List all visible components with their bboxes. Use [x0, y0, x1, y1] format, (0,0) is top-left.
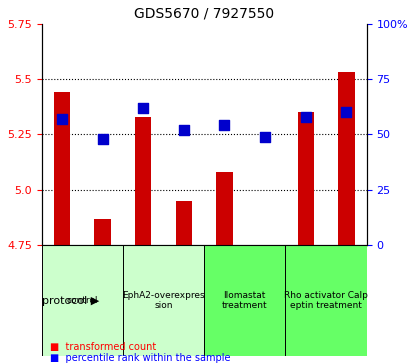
Bar	[135, 117, 151, 245]
Bar	[176, 201, 192, 245]
Point	[59, 116, 65, 122]
Bar	[338, 72, 354, 245]
Point	[221, 123, 228, 129]
Point	[99, 136, 106, 142]
FancyBboxPatch shape	[123, 245, 204, 356]
Point	[262, 134, 269, 139]
Text: Rho activator Calp
eptin treatment: Rho activator Calp eptin treatment	[284, 291, 368, 310]
Point	[303, 114, 309, 119]
Bar	[298, 112, 314, 245]
Bar	[94, 219, 111, 245]
Text: Ilomastat
treatment: Ilomastat treatment	[222, 291, 268, 310]
Point	[140, 105, 146, 111]
Title: GDS5670 / 7927550: GDS5670 / 7927550	[134, 7, 274, 21]
Bar	[216, 172, 232, 245]
Bar	[54, 92, 70, 245]
Text: control: control	[66, 296, 98, 305]
Text: protocol ▶: protocol ▶	[42, 295, 100, 306]
Point	[181, 127, 187, 133]
FancyBboxPatch shape	[286, 245, 367, 356]
FancyBboxPatch shape	[42, 245, 123, 356]
Text: ■  percentile rank within the sample: ■ percentile rank within the sample	[50, 352, 230, 363]
Text: ■  transformed count: ■ transformed count	[50, 342, 156, 352]
Text: EphA2-overexpres
sion: EphA2-overexpres sion	[122, 291, 205, 310]
FancyBboxPatch shape	[204, 245, 286, 356]
Point	[343, 109, 350, 115]
